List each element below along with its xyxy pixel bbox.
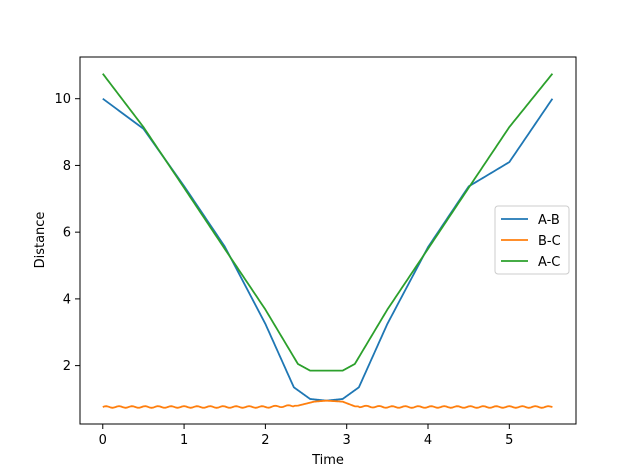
legend-label: A-C <box>538 255 560 270</box>
plot-series-group <box>102 73 554 409</box>
legend-label: A-B <box>538 213 560 228</box>
series-line-a-c <box>102 73 554 372</box>
x-tick-label: 4 <box>424 433 432 448</box>
legend-label: B-C <box>538 234 561 249</box>
legend: A-B B-C A-C <box>494 205 570 275</box>
x-tick-label: 0 <box>99 433 107 448</box>
x-tick-label: 3 <box>343 433 351 448</box>
y-tick-label: 2 <box>63 359 71 374</box>
x-tick-label: 1 <box>180 433 188 448</box>
y-tick-label: 8 <box>63 159 71 174</box>
plot-frame <box>79 56 577 425</box>
x-tick-label: 5 <box>505 433 513 448</box>
x-tick-label: 2 <box>261 433 269 448</box>
series-line-b-c <box>102 399 553 409</box>
y-tick-label: 4 <box>63 292 71 307</box>
series-line-a-b <box>102 97 554 402</box>
axis-ticks: 0 1 2 3 4 5 2 4 6 8 10 <box>54 92 513 448</box>
y-tick-label: 6 <box>63 226 71 241</box>
legend-box <box>494 205 570 275</box>
y-tick-label: 10 <box>54 92 71 107</box>
y-axis-label: Distance <box>33 212 48 269</box>
x-axis-label: Time <box>311 453 344 468</box>
